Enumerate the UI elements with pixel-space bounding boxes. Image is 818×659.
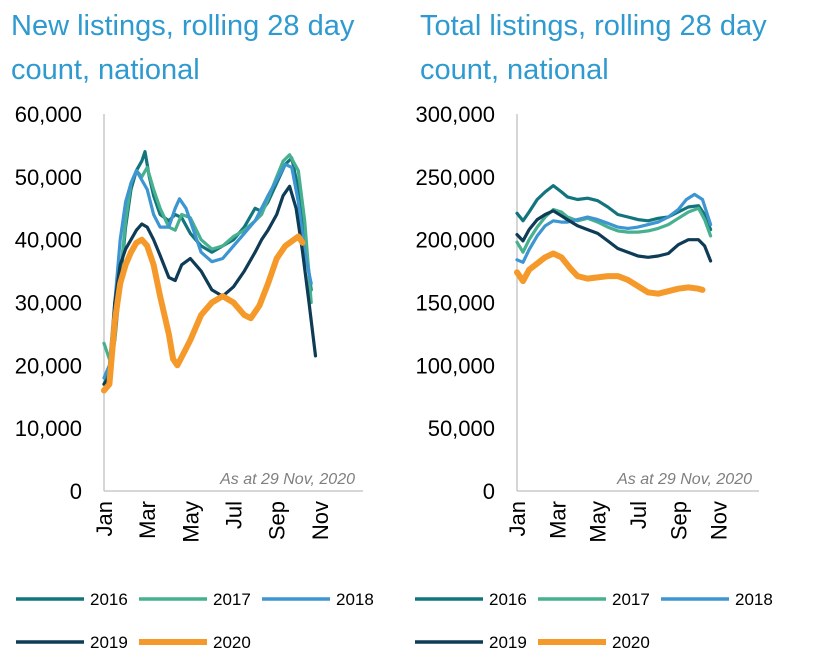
series-line-2020 <box>101 233 306 394</box>
x-tick-label: May <box>586 501 611 543</box>
legend-label-2020: 2020 <box>612 633 650 652</box>
series-line-2019 <box>102 184 318 386</box>
as-at-annotation: As at 29 Nov, 2020 <box>616 471 752 488</box>
total-listings-panel: Total listings, rolling 28 day count, na… <box>409 0 818 659</box>
x-tick-label: May <box>178 501 203 543</box>
chart-title: Total listings, rolling 28 day count, na… <box>420 10 767 86</box>
y-tick-label: 0 <box>70 479 82 504</box>
series-line-2020 <box>514 250 706 297</box>
y-tick-label: 250,000 <box>415 165 495 190</box>
x-tick-label: Sep <box>265 501 290 540</box>
x-tick-label: Jul <box>222 501 247 529</box>
x-tick-label: Jan <box>92 501 117 536</box>
series-line-2019 <box>515 209 713 263</box>
legend-label-2016: 2016 <box>489 590 527 609</box>
legend-label-2018: 2018 <box>336 590 374 609</box>
y-tick-label: 200,000 <box>415 228 495 253</box>
x-tick-label: Jan <box>505 501 530 536</box>
series-line-2018 <box>102 162 313 380</box>
y-tick-label: 150,000 <box>415 291 495 316</box>
x-tick-label: Jul <box>626 501 651 529</box>
series-line-2018 <box>515 192 713 264</box>
y-tick-label: 100,000 <box>415 353 495 378</box>
series-line-2016 <box>515 184 713 232</box>
legend-label-2018: 2018 <box>735 590 773 609</box>
as-at-annotation: As at 29 Nov, 2020 <box>219 471 355 488</box>
series-line-2017 <box>515 206 713 254</box>
legend-label-2019: 2019 <box>90 633 128 652</box>
x-tick-label: Nov <box>308 501 333 540</box>
x-tick-label: Sep <box>666 501 691 540</box>
y-tick-label: 60,000 <box>15 102 82 127</box>
y-tick-label: 20,000 <box>15 353 82 378</box>
legend-label-2019: 2019 <box>489 633 527 652</box>
chart-title: New listings, rolling 28 day count, nati… <box>11 10 355 86</box>
total-listings-chart: 300,000 250,000 200,000 150,000 100,000 50,00… <box>415 102 773 652</box>
y-tick-label: 50,000 <box>428 416 495 441</box>
legend-label-2017: 2017 <box>213 590 251 609</box>
legend-label-2017: 2017 <box>612 590 650 609</box>
x-tick-label: Nov <box>707 501 732 540</box>
y-tick-label: 10,000 <box>15 416 82 441</box>
x-tick-label: Mar <box>135 501 160 539</box>
y-tick-label: 0 <box>483 479 495 504</box>
y-tick-label: 300,000 <box>415 102 495 127</box>
legend-label-2016: 2016 <box>90 590 128 609</box>
y-tick-label: 40,000 <box>15 228 82 253</box>
series-line-2016 <box>102 150 313 386</box>
new-listings-chart: 60,000 50,000 40,000 30,000 20,000 10,000 0 Jan… <box>15 102 374 652</box>
y-tick-label: 50,000 <box>15 165 82 190</box>
legend-label-2020: 2020 <box>213 633 251 652</box>
new-listings-panel: New listings, rolling 28 day count, nati… <box>11 10 374 652</box>
y-tick-label: 30,000 <box>15 291 82 316</box>
x-tick-label: Mar <box>545 501 570 539</box>
